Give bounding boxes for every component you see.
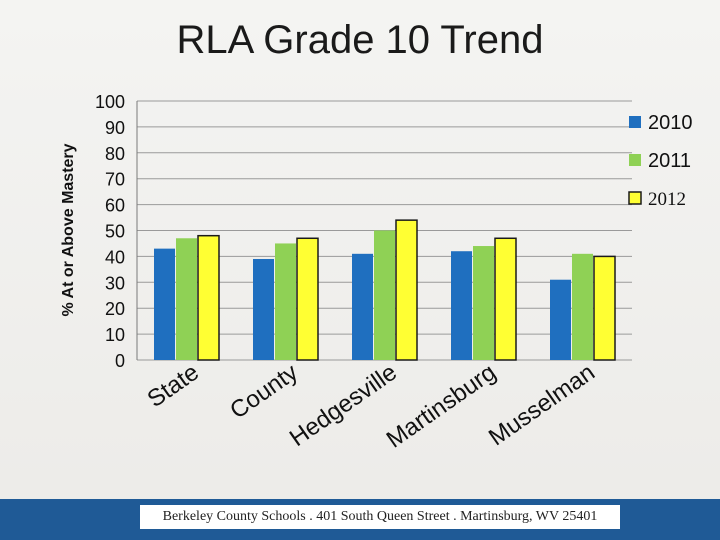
y-tick-label: 20: [105, 299, 125, 319]
legend-label-2012: 2012: [648, 189, 686, 210]
legend: 2010 2011 2012: [628, 112, 693, 210]
bar-state-2010: [154, 248, 175, 360]
bar-musselman-2010: [550, 279, 571, 360]
bar-hedgesville-2011: [374, 230, 395, 360]
y-tick-label: 70: [105, 170, 125, 190]
y-tick-label: 100: [95, 92, 125, 112]
bar-musselman-2011: [572, 253, 593, 360]
bar-hedgesville-2010: [352, 253, 373, 360]
bar-martinsburg-2012: [494, 237, 517, 361]
y-tick-label: 0: [115, 351, 125, 371]
x-tick-label: Hedgesville: [285, 359, 402, 452]
bar-county-2012: [296, 237, 319, 361]
slide-title: RLA Grade 10 Trend: [176, 18, 544, 62]
bar-hedgesville-2012: [395, 219, 418, 361]
bar-musselman-2012: [593, 255, 616, 361]
bar-county-2010: [253, 258, 274, 360]
legend-label-2011: 2011: [648, 150, 691, 172]
x-tick-label: Martinsburg: [382, 359, 501, 454]
y-tick-label: 40: [105, 247, 125, 267]
x-tick-label: State: [143, 359, 204, 413]
legend-swatch-2010: [629, 116, 641, 128]
y-tick-label: 50: [105, 222, 125, 242]
bar-martinsburg-2011: [473, 246, 494, 360]
y-tick-label: 10: [105, 325, 125, 345]
bar-county-2011: [275, 243, 296, 360]
bar-state-2011: [176, 238, 197, 360]
y-axis-label: % At or Above Mastery: [60, 143, 77, 316]
legend-swatch-2012: [628, 191, 642, 205]
legend-swatch-2011: [629, 154, 641, 166]
y-tick-label: 90: [105, 118, 125, 138]
y-tick-label: 80: [105, 144, 125, 164]
footer-address: Berkeley County Schools . 401 South Quee…: [140, 505, 620, 529]
bar-martinsburg-2010: [451, 251, 472, 360]
bar-chart: 0 10 20 30 40 50 60 70 80 90 100 State CountyHedges…: [60, 92, 693, 454]
x-tick-label: Musselman: [484, 359, 600, 452]
bars: [154, 219, 616, 361]
legend-label-2010: 2010: [648, 112, 693, 134]
x-tick-label: County: [225, 359, 303, 425]
y-tick-label: 60: [105, 196, 125, 216]
bar-state-2012: [197, 234, 220, 361]
x-tick-labels: State CountyHedgesvilleMartinsburgMusselm…: [143, 359, 600, 454]
y-tick-labels: 0 10 20 30 40 50 60 70 80 90 100: [95, 92, 125, 371]
y-tick-label: 30: [105, 273, 125, 293]
